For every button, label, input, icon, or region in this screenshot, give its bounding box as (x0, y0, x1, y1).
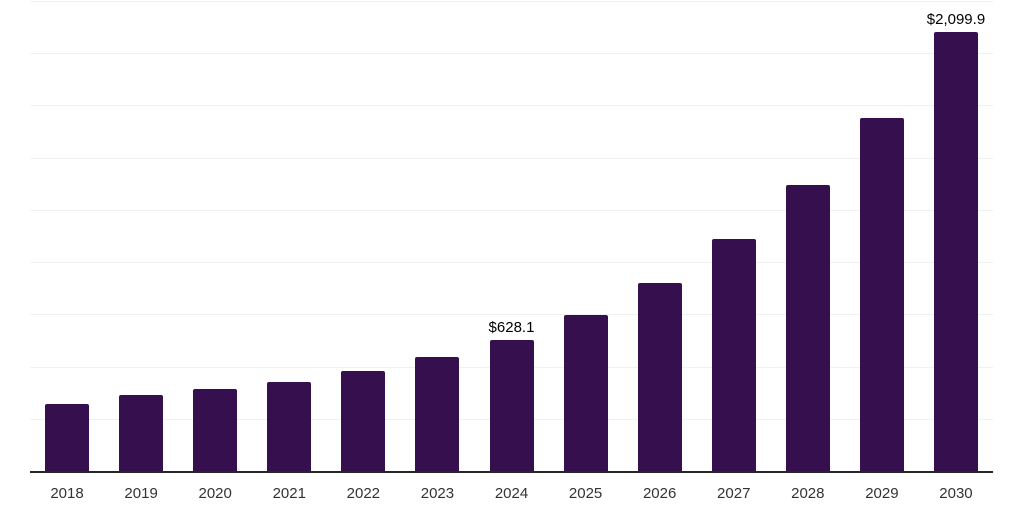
bar-2030: $2,099.9 (927, 12, 985, 471)
bar-slot-2018 (30, 1, 104, 471)
bar-slot-2021 (252, 1, 326, 471)
x-tick-label-2025: 2025 (568, 485, 603, 502)
x-tick-label-2027: 2027 (717, 485, 751, 502)
x-tick-label-2021: 2021 (272, 485, 306, 502)
bar-slot-2020 (178, 1, 252, 471)
bar-2025 (563, 314, 608, 471)
x-tick-label-2023: 2023 (420, 485, 455, 502)
x-tick-label-2020: 2020 (198, 485, 232, 502)
gridline (30, 262, 993, 264)
x-tick-label-2030: 2030 (939, 485, 973, 502)
bar-slot-2026 (623, 1, 697, 471)
x-axis-labels: 2018 2019 2020 2021 2022 2023 2024 2025 2026 2027… (30, 486, 993, 502)
x-tick-label-2019: 2019 (124, 485, 158, 502)
bar-slot-2019 (104, 1, 178, 471)
bar-slot-2023 (400, 1, 474, 471)
x-tick-label-2026: 2026 (642, 485, 677, 502)
bar-2021 (267, 382, 312, 471)
gridline (30, 1, 993, 2)
x-axis-line (30, 471, 993, 473)
bars: $628.1 $2,099.9 (30, 1, 993, 471)
x-tick-label-2029: 2029 (865, 485, 899, 502)
bar-2028 (785, 185, 830, 471)
gridline (30, 157, 993, 159)
bar-slot-2027 (697, 1, 771, 471)
x-tick-label-2024: 2024 (494, 485, 529, 502)
x-tick-label-2022: 2022 (346, 485, 381, 502)
bar-slot-2029 (845, 1, 919, 471)
bar-2018 (45, 403, 90, 471)
bar-2019 (119, 394, 164, 471)
gridline (30, 53, 993, 55)
x-tick-label-2028: 2028 (791, 485, 825, 502)
bar-slot-2028 (771, 1, 845, 471)
bar-slot-2030: $2,099.9 (919, 1, 993, 471)
bar-2027 (711, 239, 756, 471)
value-label-2030: $2,099.9 (926, 11, 986, 29)
bar-2020 (193, 389, 238, 471)
bar-slot-2022 (326, 1, 400, 471)
gridline (30, 105, 993, 107)
x-tick-label-2018: 2018 (50, 485, 84, 502)
bar-2029 (859, 117, 904, 471)
gridline (30, 209, 993, 211)
value-label-2024: $628.1 (488, 318, 535, 336)
bar-2024: $628.1 (489, 320, 534, 471)
gridline (30, 314, 993, 316)
bar-slot-2025 (549, 1, 623, 471)
bar-2023 (415, 356, 460, 471)
bar-2026 (637, 283, 682, 471)
plot-area: $628.1 $2,099.9 (30, 1, 993, 471)
bar-2022 (341, 370, 386, 471)
bar-slot-2024: $628.1 (474, 1, 548, 471)
